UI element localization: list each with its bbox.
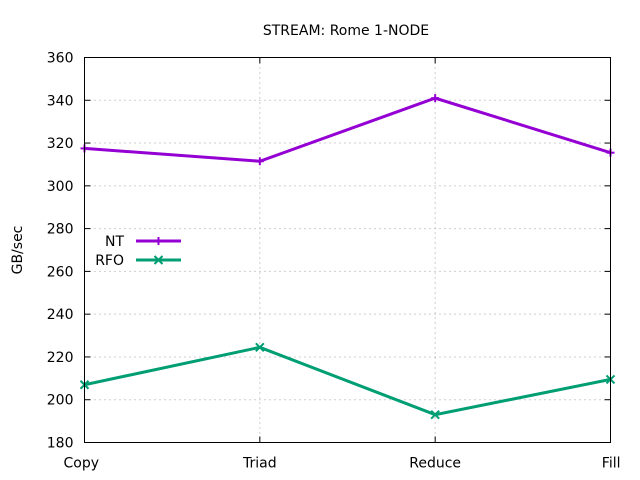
chart-title: STREAM: Rome 1-NODE	[263, 23, 429, 39]
y-tick-label: 320	[47, 136, 74, 152]
series-group	[79, 94, 616, 420]
grid	[84, 57, 611, 443]
x-tick-label: Copy	[64, 456, 100, 472]
y-axis-label: GB/sec	[10, 226, 26, 275]
data-point-nt	[431, 94, 440, 103]
series-line-rfo	[84, 345, 611, 417]
legend-label-rfo: RFO	[95, 253, 124, 269]
y-tick-label: 240	[47, 307, 74, 323]
x-tick-label: Reduce	[409, 456, 461, 472]
axes: 180 200 220 240 260 280 300 320 340 360 Copy Triad R…	[47, 51, 621, 472]
series-line-nt	[84, 96, 611, 163]
y-tick-label: 340	[47, 93, 74, 109]
y-tick-label: 180	[47, 436, 74, 452]
plot-frame	[84, 57, 611, 443]
data-point-rfo	[430, 409, 440, 420]
legend: NT RFO	[95, 234, 181, 269]
y-tick-label: 300	[47, 179, 74, 195]
legend-label-nt: NT	[105, 234, 124, 250]
data-point-rfo	[255, 342, 265, 353]
y-tick-label: 260	[47, 264, 74, 280]
marker-stroke	[255, 342, 265, 353]
x-tick-label: Triad	[242, 456, 277, 472]
y-tick-label: 360	[47, 51, 74, 67]
x-tick-label: Fill	[602, 456, 621, 472]
data-point-nt	[255, 157, 264, 166]
marker-stroke	[430, 409, 440, 420]
marker-stroke	[153, 255, 164, 265]
y-tick-label: 280	[47, 222, 74, 238]
legend-marker-nt	[154, 237, 163, 245]
y-tick-label: 200	[47, 393, 74, 409]
legend-marker-rfo	[153, 255, 164, 265]
y-tick-label: 220	[47, 350, 74, 366]
